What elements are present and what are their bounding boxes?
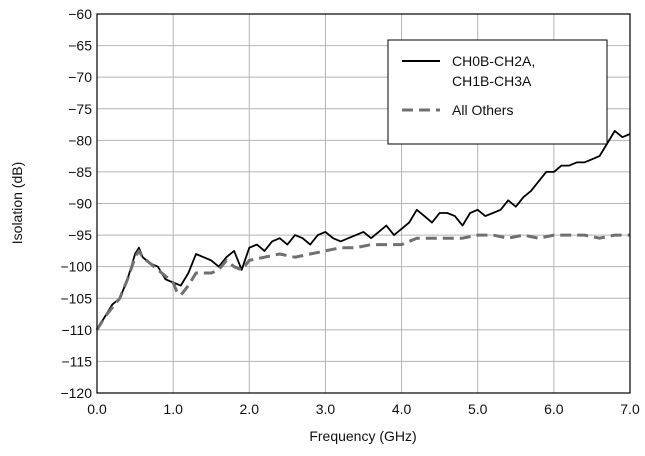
y-tick-label: −85 [68, 164, 92, 180]
x-tick-label: 2.0 [240, 401, 260, 417]
x-tick-label: 1.0 [163, 401, 183, 417]
plot-frame [96, 13, 631, 394]
y-tick-labels: −60 −65 −70 −75 −80 −85 −90 −95 −100 −105 −110 −115… [60, 6, 92, 401]
legend: CH0B-CH2A, CH1B-CH3A All Others [387, 39, 608, 145]
x-tick-label: 6.0 [544, 401, 564, 417]
y-tick-label: −100 [60, 259, 92, 275]
legend-label-0a: CH0B-CH2A, [452, 53, 535, 69]
x-tick-label: 4.0 [392, 401, 412, 417]
x-tick-label: 5.0 [468, 401, 488, 417]
y-tick-label: −105 [60, 290, 92, 306]
y-tick-label: −95 [68, 227, 92, 243]
series-line-all-others [95, 233, 630, 331]
y-tick-label: −65 [68, 38, 92, 54]
y-tick-label: −90 [68, 196, 92, 212]
y-tick-label: −115 [62, 353, 93, 369]
x-tick-labels: 0.0 1.0 2.0 3.0 4.0 5.0 6.0 7.0 [87, 401, 640, 417]
y-tick-label: −70 [68, 69, 92, 85]
series-layer [95, 130, 631, 331]
y-tick-label: −80 [68, 132, 92, 148]
y-axis-title: Isolation (dB) [9, 162, 25, 244]
x-tick-label: 7.0 [620, 401, 640, 417]
x-tick-label: 0.0 [87, 401, 107, 417]
x-tick-label: 3.0 [316, 401, 336, 417]
y-tick-label: −60 [68, 6, 92, 22]
y-tick-label: −110 [62, 322, 93, 338]
x-axis-title: Frequency (GHz) [309, 428, 416, 444]
legend-label-0b: CH1B-CH3A [452, 73, 532, 89]
legend-box [387, 39, 608, 145]
y-tick-label: −120 [60, 385, 92, 401]
legend-label-1: All Others [452, 102, 513, 118]
series-line-ch0b-ch2a [96, 130, 631, 331]
y-tick-label: −75 [68, 101, 92, 117]
